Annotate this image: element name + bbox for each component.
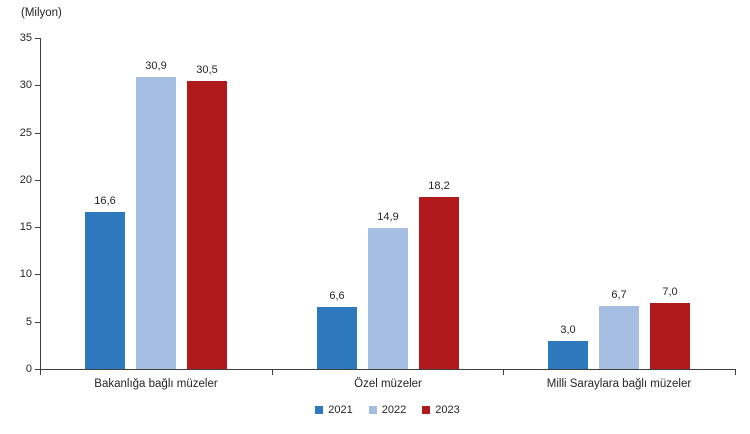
y-axis-tick	[35, 38, 40, 39]
bar-2021	[85, 212, 125, 369]
value-label: 30,5	[196, 64, 218, 76]
bar-2021	[548, 341, 588, 369]
y-axis-tick	[35, 227, 40, 229]
bar-2022	[368, 228, 408, 369]
y-axis-tick	[35, 179, 40, 181]
legend-marker-icon	[368, 406, 377, 414]
legend-item-2023: 2023	[422, 404, 460, 416]
category-label: Özel müzeler	[354, 378, 422, 390]
value-label: 3,0	[560, 324, 576, 336]
category-label: Milli Saraylara bağlı müzeler	[546, 378, 692, 390]
y-tick-label: 35	[19, 32, 32, 44]
x-axis-tick	[271, 370, 273, 375]
x-axis	[40, 369, 736, 370]
value-label: 6,6	[329, 290, 345, 302]
y-tick-label: 10	[19, 268, 32, 281]
value-label: 16,6	[94, 195, 116, 207]
legend-label: 2021	[328, 404, 353, 416]
value-label: 6,7	[611, 289, 627, 301]
legend-label: 2022	[381, 404, 407, 416]
legend-label: 2023	[435, 404, 460, 416]
y-axis-tick	[35, 274, 40, 276]
y-axis-tick	[35, 85, 40, 87]
value-label: 30,9	[145, 60, 167, 72]
x-axis-tick	[40, 370, 41, 375]
bar-2021	[317, 307, 357, 369]
y-tick-label: 5	[25, 315, 32, 328]
y-tick-label: 20	[19, 173, 32, 186]
value-label: 7,0	[662, 286, 678, 298]
y-tick-label: 15	[19, 221, 32, 234]
value-label: 14,9	[377, 211, 399, 223]
bar-2022	[136, 77, 176, 369]
y-tick-label: 0	[25, 363, 32, 375]
y-axis-tick	[35, 132, 40, 134]
bar-2023	[187, 81, 227, 369]
bar-2023	[419, 197, 459, 369]
y-axis	[40, 38, 41, 369]
category-label: Bakanlığa bağlı müzeler	[94, 378, 218, 390]
bar-2022	[599, 306, 639, 369]
legend-item-2021: 2021	[315, 404, 353, 416]
y-axis-tick	[35, 321, 40, 323]
bar-2023	[650, 303, 690, 369]
y-axis-tick	[35, 369, 40, 370]
axis-unit-label: (Milyon)	[21, 7, 62, 19]
value-label: 18,2	[428, 180, 450, 192]
x-axis-tick	[503, 370, 505, 375]
legend-marker-icon	[315, 406, 324, 414]
legend: 2021 2022 2023	[40, 404, 735, 416]
y-tick-label: 25	[19, 126, 32, 139]
legend-marker-icon	[422, 406, 431, 414]
legend-item-2022: 2022	[368, 404, 407, 416]
y-tick-label: 30	[19, 79, 32, 92]
x-axis-tick	[735, 370, 736, 375]
